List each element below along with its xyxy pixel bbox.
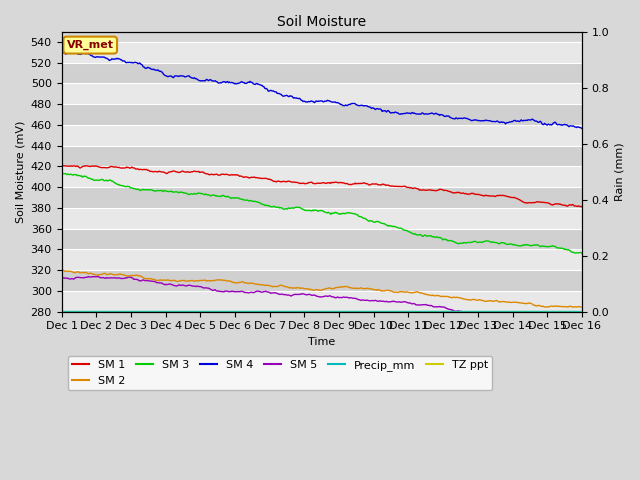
X-axis label: Time: Time — [308, 337, 335, 347]
Text: VR_met: VR_met — [67, 40, 114, 50]
Y-axis label: Rain (mm): Rain (mm) — [615, 142, 625, 201]
Bar — [61, 125, 582, 145]
Bar — [61, 187, 582, 208]
Y-axis label: Soil Moisture (mV): Soil Moisture (mV) — [15, 120, 25, 223]
Bar — [61, 84, 582, 104]
Bar — [61, 145, 582, 167]
Bar — [61, 104, 582, 125]
Bar — [61, 291, 582, 312]
Legend: SM 1, SM 2, SM 3, SM 4, SM 5, Precip_mm, TZ ppt: SM 1, SM 2, SM 3, SM 4, SM 5, Precip_mm,… — [68, 356, 492, 390]
Bar — [61, 250, 582, 270]
Bar — [61, 228, 582, 250]
Bar — [61, 208, 582, 228]
Title: Soil Moisture: Soil Moisture — [277, 15, 366, 29]
Bar — [61, 42, 582, 63]
Bar — [61, 167, 582, 187]
Bar — [61, 270, 582, 291]
Bar — [61, 63, 582, 84]
